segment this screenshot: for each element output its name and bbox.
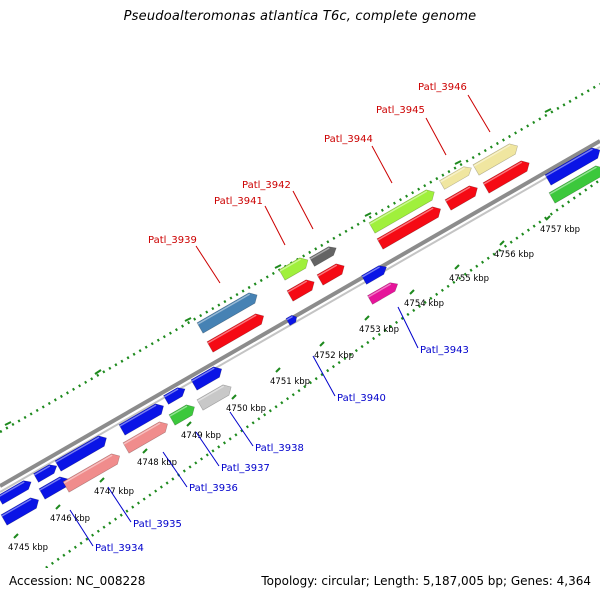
tick-label-4748: 4748 kbp — [137, 458, 177, 468]
leader-line-bottom-1 — [107, 486, 132, 523]
gene-arrow-23 — [439, 166, 472, 190]
tick-mark-4749 — [186, 421, 192, 427]
tick-label-4753: 4753 kbp — [359, 325, 399, 335]
gene-arrow-16 — [286, 279, 315, 302]
leader-line-bottom-6 — [397, 306, 419, 349]
gene-label-Patl_3945: Patl_3945 — [376, 105, 425, 116]
gene-arrow-4 — [54, 435, 107, 472]
tick-label-4745: 4745 kbp — [8, 543, 48, 553]
gene-label-Patl_3938: Patl_3938 — [255, 443, 304, 454]
gene-label-Patl_3934: Patl_3934 — [95, 543, 144, 554]
leader-line-top-2 — [292, 190, 314, 230]
tick-mark-4747 — [99, 477, 105, 483]
ruler-labels: 4745 kbp 4746 kbp 4747 kbp 4748 kbp 4749 kbp… — [8, 215, 580, 553]
leader-line-top-1 — [264, 205, 286, 246]
gene-arrow-9 — [168, 404, 195, 426]
tick-label-4747: 4747 kbp — [94, 487, 134, 497]
genome-summary-text: Topology: circular; Length: 5,187,005 bp… — [261, 574, 591, 588]
gene-label-Patl_3946: Patl_3946 — [418, 82, 467, 93]
leader-line-top-4 — [425, 117, 447, 156]
tick-mark-4752 — [319, 341, 325, 347]
gene-arrow-14 — [285, 314, 297, 326]
tick-mark-4753 — [364, 315, 370, 321]
tick-label-4757: 4757 kbp — [540, 225, 580, 235]
gene-arrow-13 — [206, 313, 265, 353]
gene-arrow-15 — [278, 257, 309, 281]
gene-arrow-7 — [122, 421, 168, 454]
gene-arrow-1 — [0, 497, 40, 526]
gene-label-Patl_3936: Patl_3936 — [189, 483, 238, 494]
major-ticks-upper — [4, 108, 552, 426]
leader-line-bottom-3 — [195, 431, 220, 467]
gene-arrow-8 — [163, 387, 186, 405]
tick-mark-4745 — [13, 533, 19, 539]
leader-line-top-0 — [195, 245, 221, 284]
leader-line-bottom-4 — [229, 411, 254, 447]
gene-arrow-19 — [361, 265, 387, 285]
gene-arrow-22 — [376, 206, 441, 250]
tick-label-4751: 4751 kbp — [270, 377, 310, 387]
tick-mark-4754 — [409, 289, 415, 295]
tick-label-4752: 4752 kbp — [314, 351, 354, 361]
tick-label-4746: 4746 kbp — [50, 514, 90, 524]
gene-labels: Patl_3939 Patl_3941 Patl_3942 Patl_3944 Patl… — [69, 82, 491, 554]
gene-arrow-28 — [548, 165, 600, 204]
gene-arrow-11 — [196, 384, 232, 411]
genome-backbone — [0, 139, 600, 493]
gene-arrow-6 — [118, 403, 164, 436]
accession-text: Accession: NC_008228 — [9, 574, 146, 588]
gene-arrow-25 — [472, 143, 518, 176]
gene-arrow-5 — [62, 453, 121, 493]
gene-arrow-0 — [0, 480, 32, 505]
gene-arrow-26 — [482, 160, 530, 194]
gene-label-Patl_3937: Patl_3937 — [221, 463, 270, 474]
leader-line-top-5 — [467, 94, 491, 133]
gene-arrow-12 — [196, 292, 258, 334]
gene-arrow-17 — [309, 246, 337, 267]
gene-label-Patl_3943: Patl_3943 — [420, 345, 469, 356]
gene-label-Patl_3941: Patl_3941 — [214, 196, 263, 207]
gene-arrow-2 — [33, 464, 58, 483]
gene-label-Patl_3939: Patl_3939 — [148, 235, 197, 246]
tick-label-4754: 4754 kbp — [404, 299, 444, 309]
tick-label-4755: 4755 kbp — [449, 274, 489, 284]
tick-mark-4748 — [142, 448, 148, 454]
gene-arrow-18 — [316, 263, 345, 286]
tick-label-4750: 4750 kbp — [226, 404, 266, 414]
gene-arrow-24 — [444, 185, 478, 211]
gene-label-Patl_3940: Patl_3940 — [337, 393, 386, 404]
gene-label-Patl_3935: Patl_3935 — [133, 519, 182, 530]
tick-label-4749: 4749 kbp — [181, 431, 221, 441]
tick-label-4756: 4756 kbp — [494, 250, 534, 260]
gene-arrow-21 — [368, 189, 435, 234]
leader-line-bottom-5 — [312, 355, 336, 397]
gene-features — [0, 143, 600, 526]
gene-arrow-27 — [544, 147, 600, 186]
tick-mark-4746 — [55, 504, 61, 510]
leader-line-top-3 — [371, 145, 393, 184]
tick-mark-4750 — [231, 394, 237, 400]
leader-line-bottom-0 — [69, 509, 94, 547]
tick-mark-4757 — [545, 215, 551, 221]
leader-line-bottom-2 — [162, 451, 188, 488]
tick-mark-4755 — [454, 264, 460, 270]
tick-mark-4756 — [499, 240, 505, 246]
gene-arrow-10 — [190, 366, 223, 391]
gene-label-Patl_3942: Patl_3942 — [242, 180, 291, 191]
gene-arrow-20 — [367, 282, 399, 305]
ruler-track-lower — [43, 178, 600, 568]
map-title: Pseudoalteromonas atlantica T6c, complet… — [123, 9, 477, 24]
tick-mark-4751 — [275, 367, 281, 373]
gene-label-Patl_3944: Patl_3944 — [324, 134, 373, 145]
